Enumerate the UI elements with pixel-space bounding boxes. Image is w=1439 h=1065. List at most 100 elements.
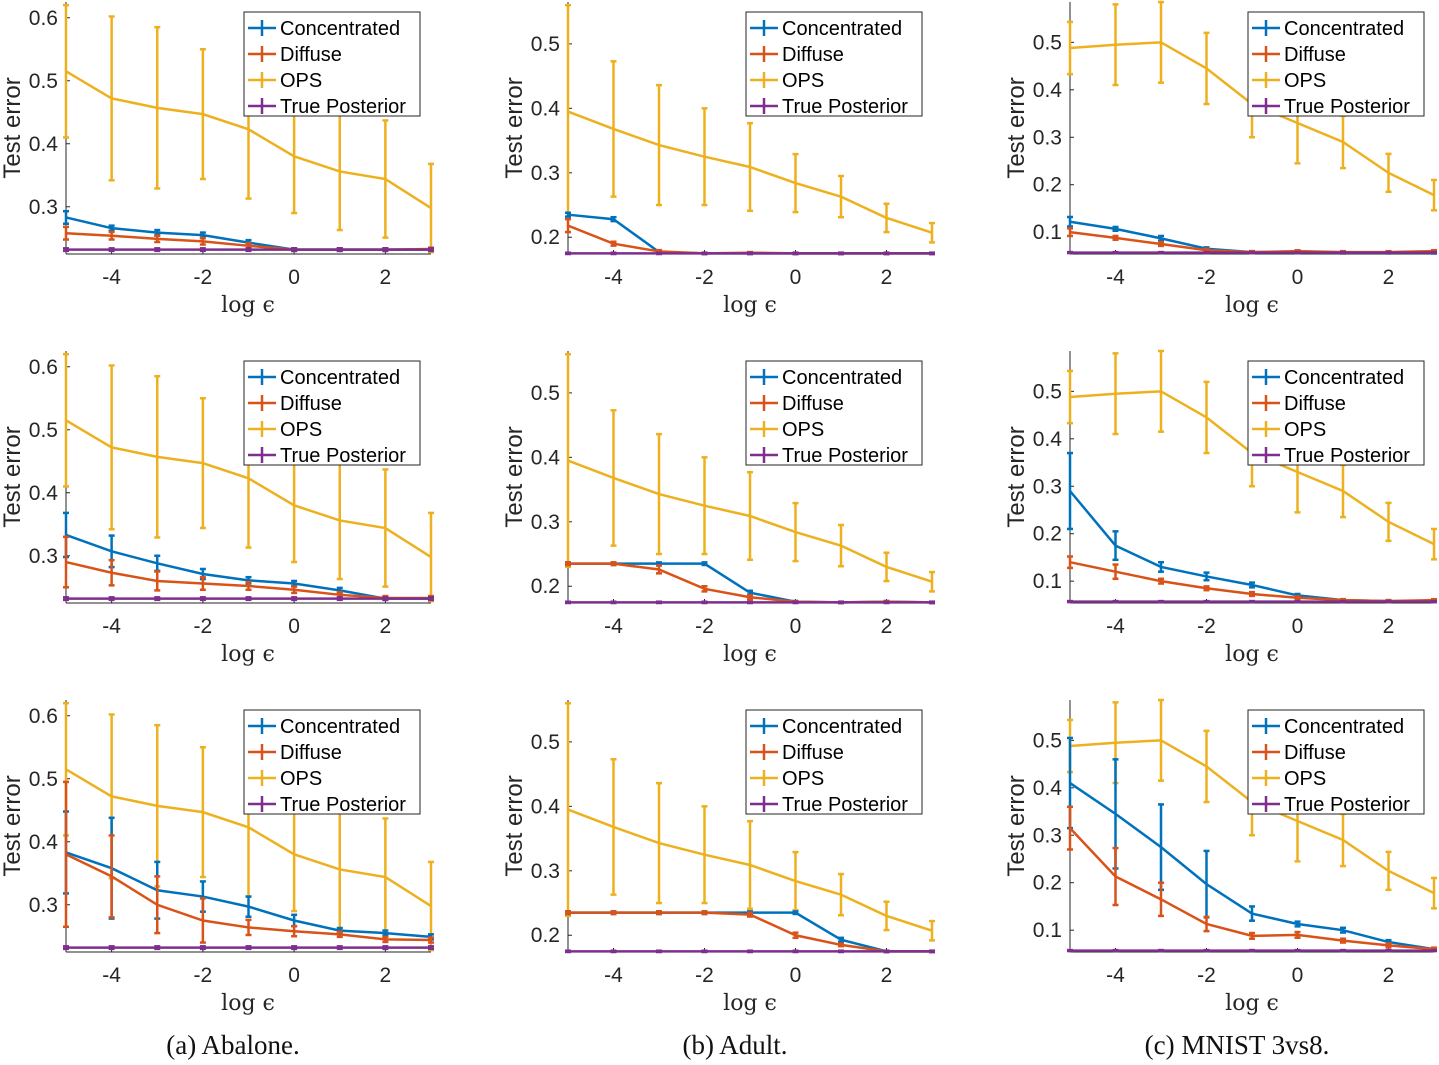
series-line — [1069, 220, 1434, 254]
legend-label: OPS — [782, 419, 824, 441]
legend-item: Diffuse — [750, 393, 844, 415]
legend-item: Concentrated — [750, 18, 902, 40]
legend-label: True Posterior — [1284, 445, 1410, 467]
legend-item: Diffuse — [248, 742, 342, 764]
legend: Concentrated Diffuse OPS True Posterior — [745, 360, 923, 467]
y-tick-label: 0.4 — [29, 831, 59, 854]
series-line — [568, 911, 932, 953]
x-tick-label: 0 — [288, 615, 300, 638]
series-line — [65, 560, 431, 600]
caption-a: (a) Abalone. — [166, 1030, 300, 1060]
legend-item: True Posterior — [248, 794, 406, 816]
y-tick-label: 0.4 — [531, 97, 561, 120]
series-diffuse — [1067, 227, 1437, 255]
legend-item: Diffuse — [1252, 742, 1346, 764]
y-tick-label: 0.3 — [1033, 475, 1062, 498]
x-tick-label: 0 — [288, 964, 300, 987]
legend-label: True Posterior — [280, 96, 406, 118]
legend-box — [243, 360, 421, 466]
legend-item: OPS — [1252, 70, 1326, 92]
plot-area — [1067, 0, 1437, 255]
subplot-b-2: 0.2 0.3 0.4 0.5 -4 -2 0 2 Test error log ϵ Concent… — [501, 351, 935, 667]
legend-label: Diffuse — [280, 44, 342, 66]
y-tick-label: 0.5 — [1033, 380, 1062, 403]
legend-label: Concentrated — [1284, 367, 1404, 389]
legend-item: Diffuse — [1252, 44, 1346, 66]
x-tick-label: -4 — [102, 964, 121, 987]
legend-item: Concentrated — [248, 716, 400, 738]
series-diffuse — [565, 910, 935, 954]
y-tick-label: 0.3 — [531, 860, 560, 883]
series-ops — [63, 3, 434, 254]
series-ops — [565, 701, 935, 942]
x-tick-label: 0 — [1292, 964, 1304, 987]
x-tick-label: 0 — [790, 266, 802, 289]
x-tick-label: 0 — [790, 615, 802, 638]
legend-label: OPS — [782, 70, 824, 92]
series-true-posterior — [63, 247, 434, 253]
x-tick-label: -4 — [1106, 266, 1125, 289]
y-tick-label: 0.3 — [531, 511, 560, 534]
legend: Concentrated Diffuse OPS True Posterior — [1247, 709, 1425, 816]
series-line — [1069, 827, 1435, 951]
plot-area — [1067, 698, 1437, 953]
series-true-posterior — [63, 945, 434, 951]
y-tick-label: 0.6 — [29, 705, 58, 728]
y-tick-label: 0.5 — [29, 419, 58, 442]
y-tick-label: 0.2 — [531, 575, 560, 598]
y-tick-label: 0.2 — [1033, 174, 1062, 197]
y-tick-label: 0.3 — [29, 545, 58, 568]
legend-label: True Posterior — [1284, 96, 1410, 118]
legend-item: OPS — [750, 419, 824, 441]
legend: Concentrated Diffuse OPS True Posterior — [243, 11, 421, 118]
series-diffuse — [1067, 805, 1437, 952]
y-tick-label: 0.5 — [531, 33, 560, 56]
legend-label: True Posterior — [280, 445, 406, 467]
legend-label: Diffuse — [280, 742, 342, 764]
caption-c: (c) MNIST 3vs8. — [1144, 1030, 1330, 1060]
y-axis-label: Test error — [1003, 775, 1030, 876]
legend-label: True Posterior — [1284, 794, 1410, 816]
subplot-a-2: 0.3 0.4 0.5 0.6 -4 -2 0 2 Test error log ϵ Concent… — [0, 351, 434, 667]
x-tick-label: -4 — [102, 266, 121, 289]
legend-item: True Posterior — [1252, 96, 1410, 118]
x-tick-label: -2 — [194, 964, 213, 987]
subplot-c-3: 0.1 0.2 0.3 0.4 0.5 -4 -2 0 2 Test error log ϵ Conc… — [1003, 698, 1437, 1016]
x-tick-label: 2 — [881, 964, 893, 987]
x-tick-label: -2 — [1197, 266, 1216, 289]
series-line — [65, 768, 432, 908]
legend-label: Concentrated — [280, 18, 400, 40]
legend: Concentrated Diffuse OPS True Posterior — [1247, 11, 1425, 118]
series-true-posterior — [565, 949, 935, 954]
x-tick-label: 0 — [790, 964, 802, 987]
x-tick-label: -2 — [695, 266, 714, 289]
legend-label: Concentrated — [1284, 716, 1404, 738]
x-axis-label: log ϵ — [723, 293, 777, 318]
y-tick-label: 0.6 — [29, 356, 58, 379]
series-line — [568, 562, 933, 604]
subplot-b-3: 0.2 0.3 0.4 0.5 -4 -2 0 2 Test error log ϵ Concent… — [501, 700, 935, 1016]
y-tick-label: 0.4 — [29, 133, 59, 156]
legend-box — [745, 11, 923, 117]
legend-label: OPS — [280, 768, 322, 790]
y-tick-label: 0.4 — [29, 482, 59, 505]
x-tick-label: 2 — [881, 615, 893, 638]
y-tick-label: 0.4 — [531, 795, 561, 818]
legend-item: Concentrated — [1252, 716, 1404, 738]
legend-item: Diffuse — [1252, 393, 1346, 415]
x-tick-label: 2 — [1383, 266, 1395, 289]
legend-item: OPS — [248, 768, 322, 790]
series-line — [568, 911, 932, 953]
y-tick-label: 0.5 — [531, 382, 560, 405]
series-true-posterior — [1067, 948, 1437, 953]
legend-item: Diffuse — [248, 44, 342, 66]
legend-label: Concentrated — [782, 367, 902, 389]
legend-label: OPS — [280, 419, 322, 441]
x-tick-label: -4 — [604, 615, 623, 638]
legend-label: True Posterior — [782, 794, 908, 816]
y-tick-label: 0.3 — [29, 196, 58, 219]
series-true-posterior — [1067, 599, 1437, 604]
x-tick-label: -4 — [604, 266, 623, 289]
legend-label: True Posterior — [280, 794, 406, 816]
